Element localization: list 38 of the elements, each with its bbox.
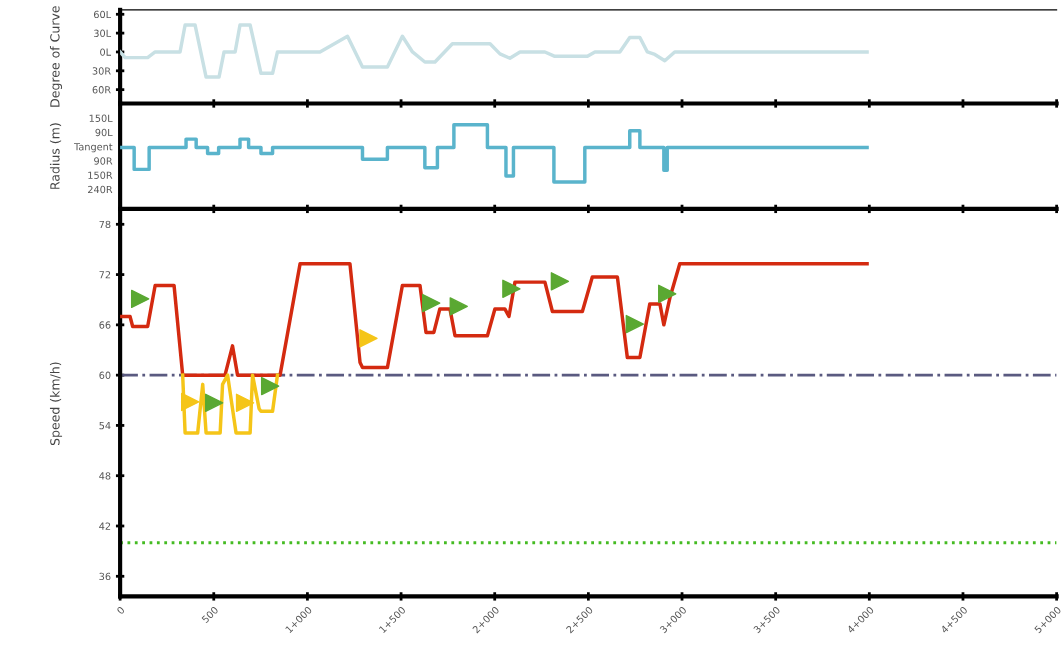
point [550,272,570,291]
y-tick-label: 30R [92,67,111,75]
text: 90R [94,157,113,165]
point [449,297,468,316]
point [260,376,280,396]
y-tick-label: 36 [99,572,111,581]
text: Tangent [74,143,113,153]
x-tick-label: 500 [201,606,219,624]
point [359,329,378,348]
text: 90L [95,128,113,137]
text: 150L [89,114,113,122]
y-tick-label: 60L [93,10,112,19]
y-axis-title: Degree of Curve [49,6,63,107]
y-tick-label: 72 [99,271,111,279]
point [502,279,521,299]
y-tick-label: 54 [99,422,111,430]
point [658,284,677,304]
y-tick-label: 0L [100,48,112,56]
point [204,393,224,413]
y-tick-label: 60R [92,86,111,94]
x-tick-label: 0 [116,606,125,615]
y-tick-label: 78 [99,220,111,229]
text: 150R [88,171,113,179]
y-axis-title: Radius (m) [49,123,62,189]
y-tick-label: 66 [99,321,111,329]
point [422,293,441,313]
point [130,289,150,309]
line-series [180,373,280,435]
y-tick-label: 30L [94,29,112,37]
point [235,393,255,413]
y-tick-label: 60 [99,371,111,379]
point [625,314,645,334]
text: 240R [88,185,113,194]
line-series [120,23,869,79]
point [180,392,200,412]
y-tick-label: 48 [99,472,111,480]
y-tick-label: 42 [99,522,111,530]
y-axis-title: Speed (km/h) [49,362,63,446]
